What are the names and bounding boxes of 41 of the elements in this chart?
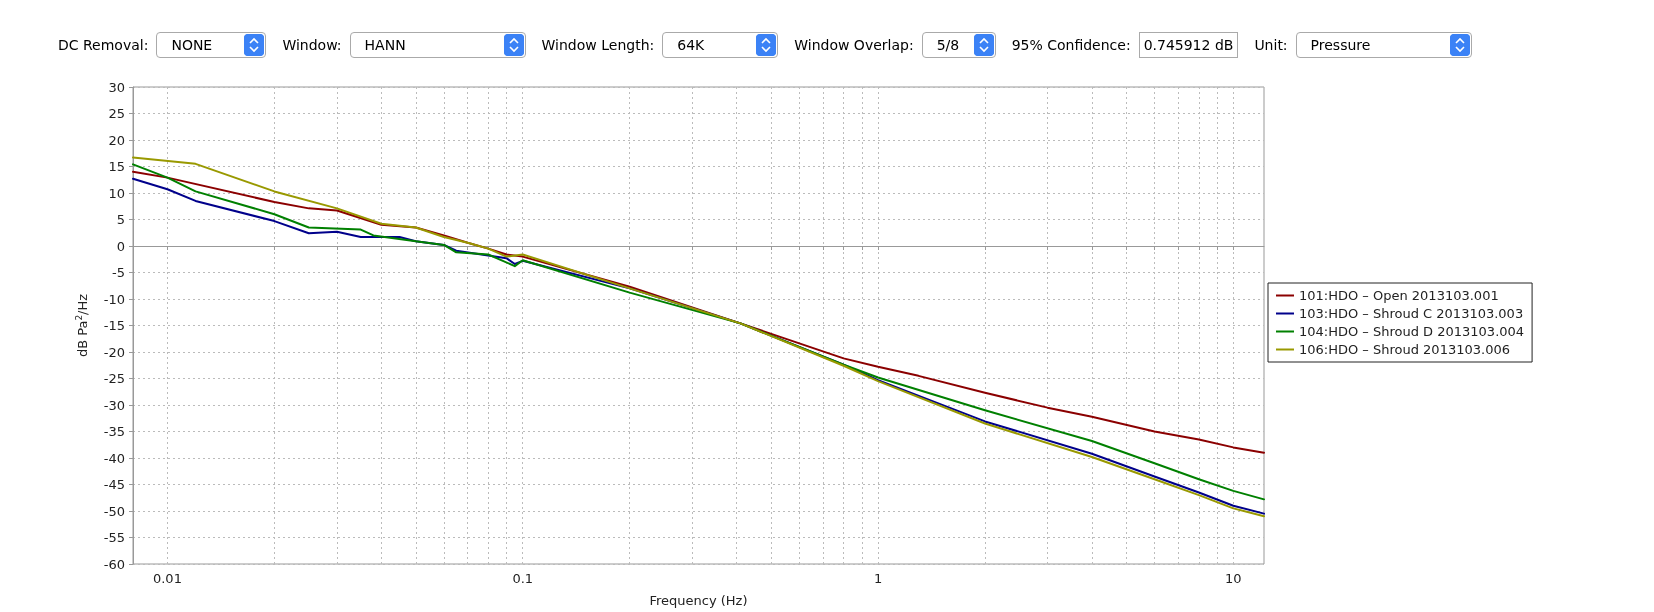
text: Window Overlap: — [794, 37, 914, 53]
x-tick-label: 1 — [873, 571, 883, 586]
legend-label: 103:HDO – Shroud C 2013103.003 — [1299, 306, 1524, 321]
text: Window Length: — [541, 37, 655, 53]
y-tick-label: -50 — [103, 503, 125, 519]
y-tick-label: 10 — [108, 185, 125, 201]
y-tick-label: -60 — [103, 556, 125, 572]
text: 64K — [677, 37, 705, 53]
y-tick-label: 25 — [108, 106, 125, 121]
y-tick-label: -40 — [103, 450, 125, 466]
y-tick-label: -5 — [112, 265, 125, 280]
text: Window: — [282, 37, 342, 53]
x-tick-label: 10 — [1225, 571, 1242, 586]
y-tick-label: -35 — [103, 424, 125, 439]
y-tick-label: -55 — [103, 530, 125, 545]
text: DC Removal: — [58, 37, 149, 53]
text: NONE — [171, 37, 213, 53]
text: HANN — [364, 37, 406, 53]
text: Unit: — [1254, 37, 1288, 53]
y-tick-label: -20 — [103, 344, 125, 360]
legend-label: 101:HDO – Open 2013103.001 — [1299, 288, 1499, 303]
legend-label: 104:HDO – Shroud D 2013103.004 — [1299, 324, 1525, 339]
text: 5/8 — [936, 37, 960, 53]
y-tick-label: 30 — [108, 79, 125, 95]
y-tick-label: -30 — [103, 397, 125, 413]
legend-label: 106:HDO – Shroud 2013103.006 — [1299, 342, 1510, 357]
y-tick-label: -25 — [103, 371, 125, 386]
y-tick-label: -15 — [103, 318, 125, 333]
y-tick-label: 15 — [108, 159, 125, 174]
y-tick-label: 0 — [116, 238, 125, 254]
text: 95% Confidence: — [1011, 37, 1131, 53]
x-axis-title: Frequency (Hz) — [649, 593, 748, 608]
y-tick-label: -10 — [103, 291, 125, 307]
text: Pressure — [1310, 37, 1371, 53]
y-tick-label: 20 — [108, 132, 125, 148]
text: 0.745912 dB — [1143, 37, 1234, 53]
y-tick-label: 5 — [116, 212, 125, 227]
y-tick-label: -45 — [103, 477, 125, 492]
x-tick-label: 0.1 — [512, 571, 534, 586]
y-axis-title: dB Pa2/Hz — [73, 293, 90, 358]
x-tick-label: 0.01 — [152, 571, 182, 586]
